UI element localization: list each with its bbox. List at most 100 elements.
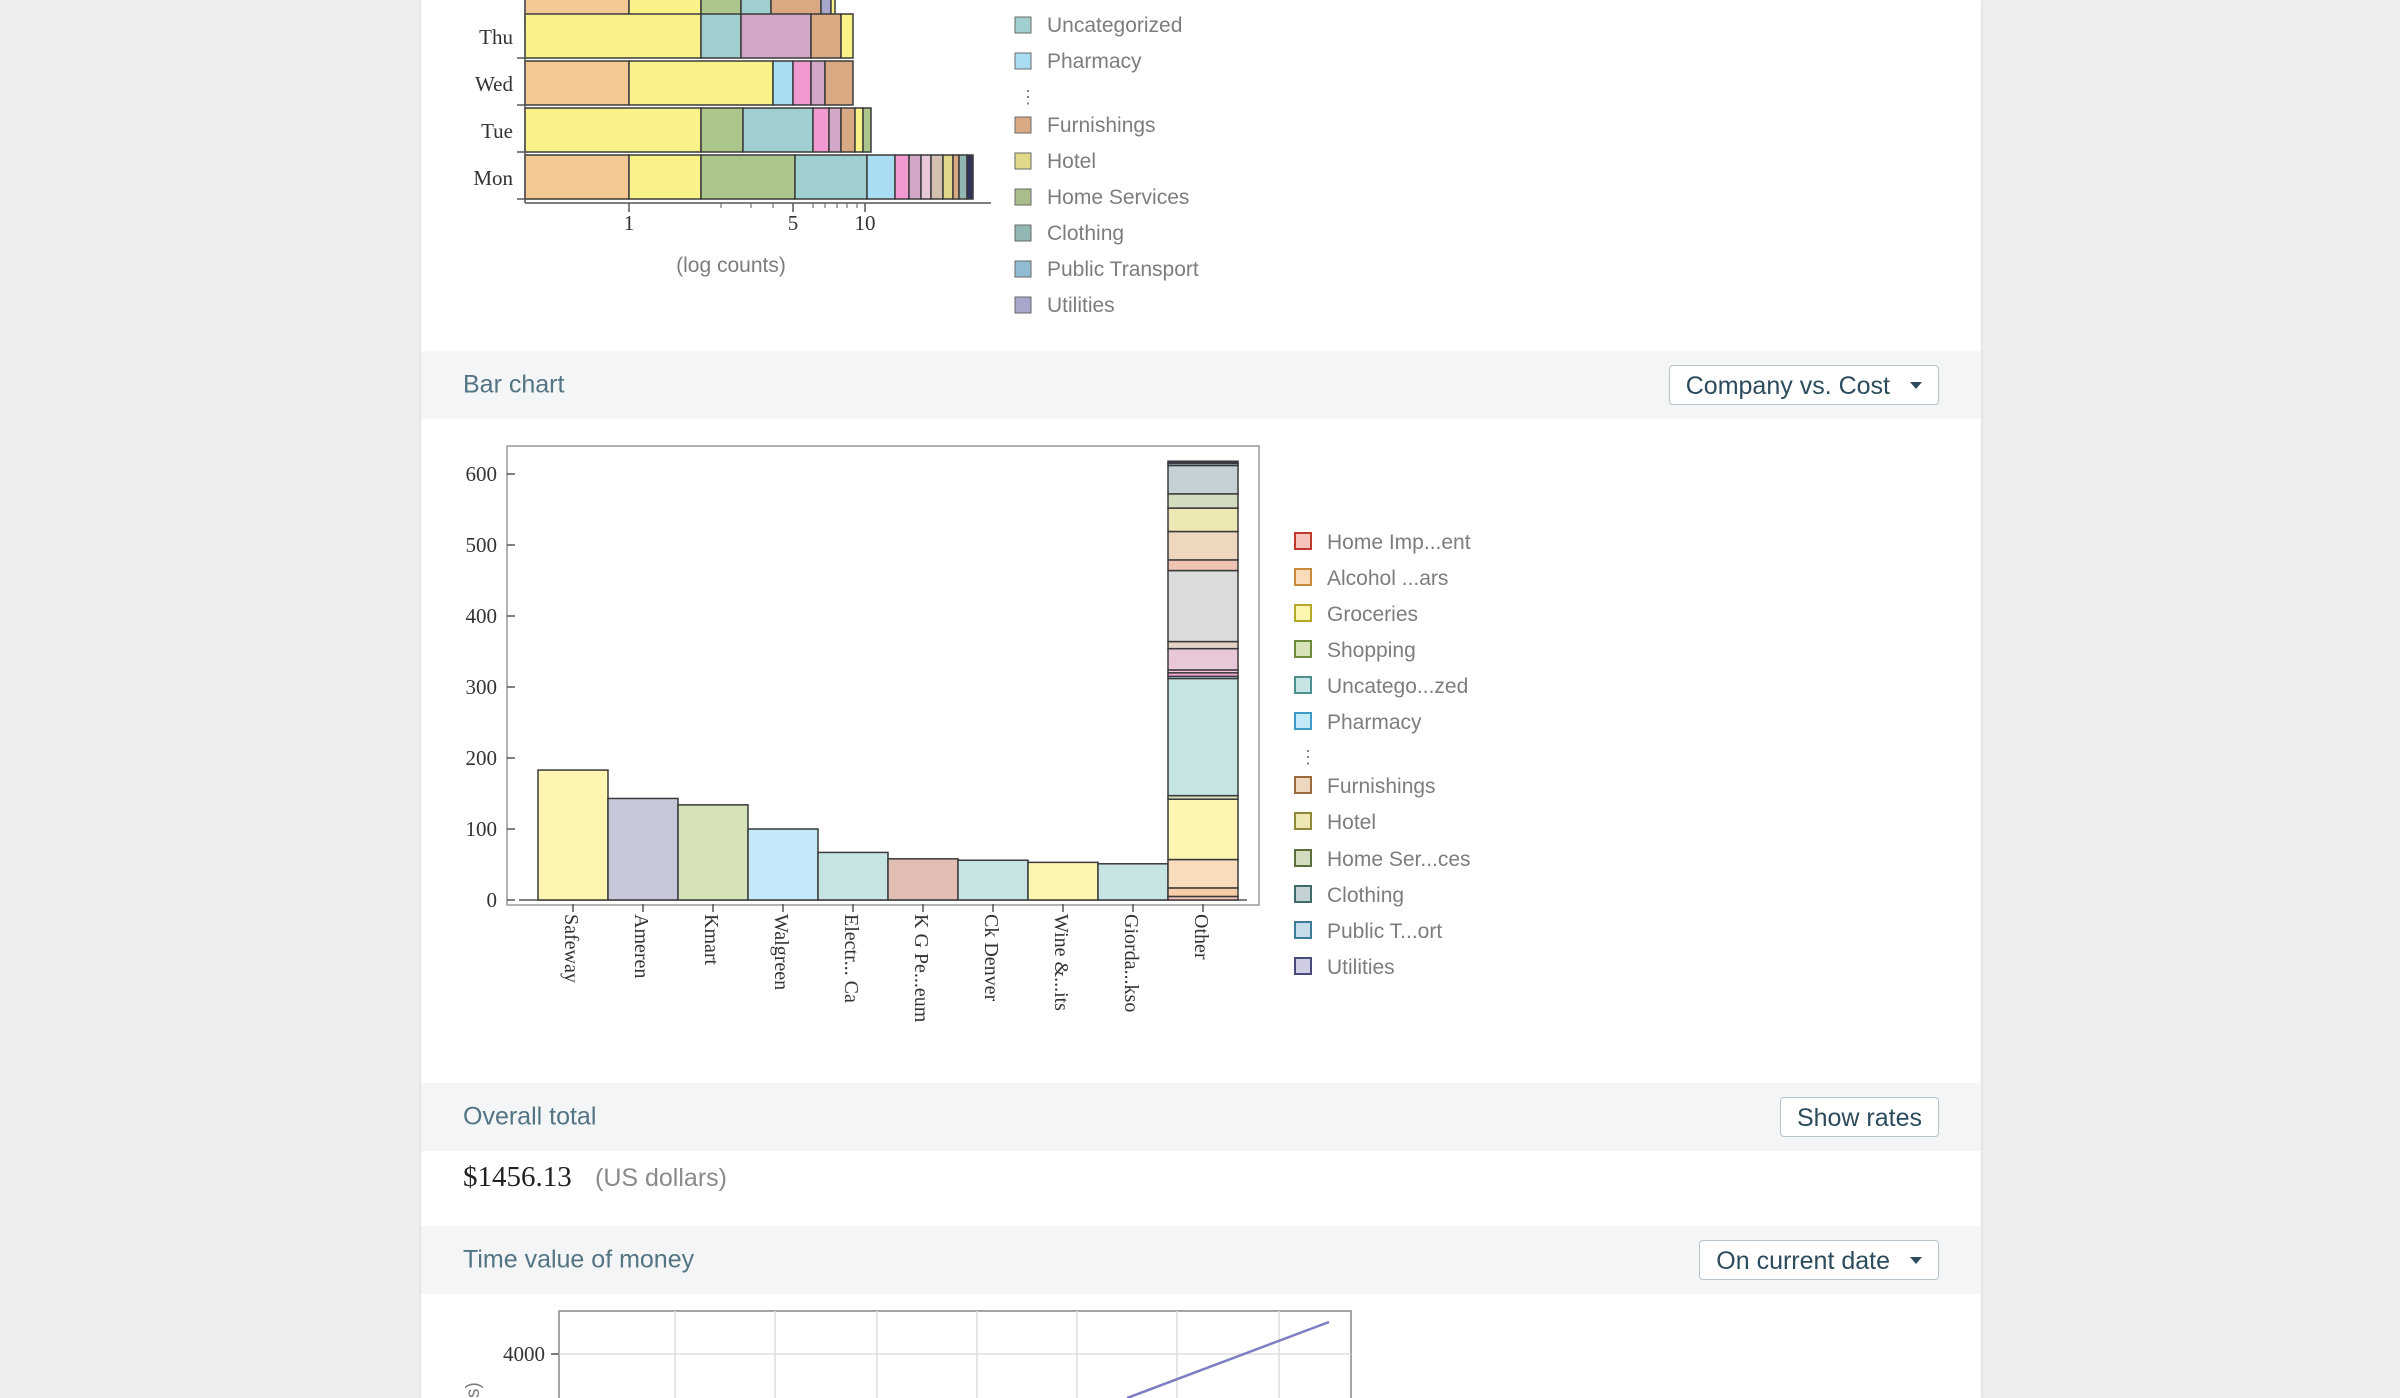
bar-legend-label: Home Imp...ent	[1327, 531, 1471, 554]
day-legend-label: Hotel	[1047, 150, 1096, 173]
bar-other-segment	[1167, 493, 1239, 509]
bar-giorda-kso	[1097, 863, 1169, 901]
bar-legend-label: Alcohol ...ars	[1327, 567, 1448, 590]
bar-legend-swatch	[1294, 640, 1312, 658]
time-value-pod-title: Time value of money	[463, 1245, 695, 1274]
day-legend-swatch	[1014, 224, 1032, 242]
bar-plot-frame	[506, 445, 1260, 906]
bar-ck-denver	[957, 859, 1029, 901]
bar-other-segment	[1167, 559, 1239, 572]
day-category-chart: Thu Wed Tue Mon 1 5 10 (log counts) Uncategori…	[473, 0, 1199, 317]
bar-y-tick-label: 200	[466, 746, 498, 770]
bar-legend: Home Imp...ent Alcohol ...ars Groceries Sho…	[1294, 531, 1471, 979]
company-cost-bar-chart: 0 100 200 300 400 500 600 Safeway Ameren Kmart Wa…	[466, 445, 1471, 1023]
day-axis: Thu Wed Tue Mon 1 5 10	[473, 0, 991, 235]
bar-other-segment	[1167, 640, 1239, 650]
bar-electr-ca	[817, 851, 889, 901]
show-rates-label: Show rates	[1796, 1104, 1922, 1132]
day-bar-segment	[794, 154, 868, 200]
day-legend-swatch	[1014, 52, 1032, 70]
bar-other-segment	[1167, 530, 1239, 561]
bar-legend-ellipsis: ⋮	[1299, 747, 1317, 767]
day-bar-segment	[828, 107, 842, 153]
bar-legend-label: Pharmacy	[1327, 711, 1422, 734]
time-value-grid	[559, 1311, 1351, 1398]
bar-legend-swatch	[1294, 885, 1312, 903]
day-legend-swatch	[1014, 116, 1032, 134]
day-bar-segment	[810, 60, 826, 106]
bar-other-segment	[1167, 647, 1239, 671]
chevron-down-icon	[1910, 382, 1922, 389]
bar-x-tick-label: Ameren	[630, 914, 652, 978]
bar-legend-label: Clothing	[1327, 884, 1404, 907]
time-value-line	[1126, 1320, 1330, 1398]
bar-x-tick-label: Other	[1190, 914, 1212, 960]
day-bar-segment	[700, 154, 796, 200]
bar-legend-swatch	[1294, 676, 1312, 694]
day-bar-segment	[866, 154, 896, 200]
day-x-tick-label: 1	[624, 211, 635, 235]
day-legend-label: Utilities	[1047, 294, 1115, 317]
on-current-date-dropdown[interactable]: On current date	[1699, 1240, 1939, 1280]
day-legend-swatch	[1014, 152, 1032, 170]
bar-chart-pod-header: Bar chart Company vs. Cost	[421, 351, 1981, 419]
bar-x-tick-label: Electr... Ca	[840, 914, 862, 1003]
day-bars	[524, 0, 974, 200]
day-bar-segment	[958, 154, 968, 200]
day-legend-label: Clothing	[1047, 222, 1124, 245]
day-bar-segment	[772, 60, 794, 106]
bar-marks	[537, 460, 1239, 901]
bar-other-segment	[1167, 858, 1239, 889]
bar-walgreen	[747, 828, 819, 901]
day-legend-label: Home Services	[1047, 186, 1189, 209]
bar-k-g-pe-eum	[887, 858, 959, 901]
bar-x-tick-label: Walgreen	[770, 914, 792, 990]
bar-legend-label: Utilities	[1327, 956, 1395, 979]
overall-total-pod-header: Overall total Show rates	[421, 1083, 1981, 1151]
day-bar-segment	[700, 13, 742, 59]
bar-legend-swatch	[1294, 712, 1312, 730]
bar-x-ticks: Safeway Ameren Kmart Walgreen Electr... Ca K …	[560, 904, 1212, 1023]
bar-kmart	[677, 804, 749, 901]
show-rates-button[interactable]: Show rates	[1779, 1097, 1939, 1137]
bar-legend-label: Public T...ort	[1327, 920, 1442, 943]
time-value-ytick-label: 4000	[503, 1342, 545, 1366]
day-legend-label: Furnishings	[1047, 114, 1156, 137]
day-legend-swatch	[1014, 188, 1032, 206]
bar-legend-swatch	[1294, 812, 1312, 830]
day-bar-segment	[824, 60, 854, 106]
bar-legend-swatch	[1294, 957, 1312, 975]
bar-y-ticks: 0 100 200 300 400 500 600	[466, 462, 515, 912]
day-bar-segment	[812, 107, 830, 153]
dropdown-label: Company vs. Cost	[1685, 372, 1890, 400]
day-legend-label: Pharmacy	[1047, 50, 1142, 73]
bar-legend-label: Hotel	[1327, 811, 1376, 834]
day-bar-segment	[524, 60, 630, 106]
bar-x-tick-label: Giorda...kso	[1120, 914, 1142, 1012]
time-value-axis-label: s)	[463, 1382, 484, 1398]
overall-total-unit: (US dollars)	[595, 1164, 727, 1192]
day-bar-segment	[628, 154, 702, 200]
bar-legend-label: Groceries	[1327, 603, 1418, 626]
bar-x-tick-label: Ck Denver	[980, 914, 1002, 1002]
bar-y-tick-label: 500	[466, 533, 498, 557]
day-axis-label: (log counts)	[676, 254, 786, 277]
bar-y-tick-label: 600	[466, 462, 498, 486]
day-legend-swatch	[1014, 296, 1032, 314]
day-legend-swatch	[1014, 16, 1032, 34]
day-bar-segment	[810, 13, 842, 59]
bar-other-segment	[1167, 507, 1239, 533]
day-bar-segment	[840, 13, 854, 59]
bar-x-tick-label: Safeway	[560, 914, 582, 983]
day-bar-segment	[920, 154, 932, 200]
overall-total-value: $1456.13	[463, 1161, 572, 1193]
bar-legend-swatch	[1294, 849, 1312, 867]
bar-x-tick-label: Kmart	[700, 914, 722, 966]
bar-legend-swatch	[1294, 568, 1312, 586]
bar-chart-pod-title: Bar chart	[463, 370, 565, 399]
day-bar-segment	[792, 60, 812, 106]
company-vs-cost-dropdown[interactable]: Company vs. Cost	[1668, 365, 1939, 405]
day-label: Tue	[481, 119, 513, 143]
bar-other-segment	[1167, 887, 1239, 898]
bar-y-tick-label: 0	[487, 888, 498, 912]
